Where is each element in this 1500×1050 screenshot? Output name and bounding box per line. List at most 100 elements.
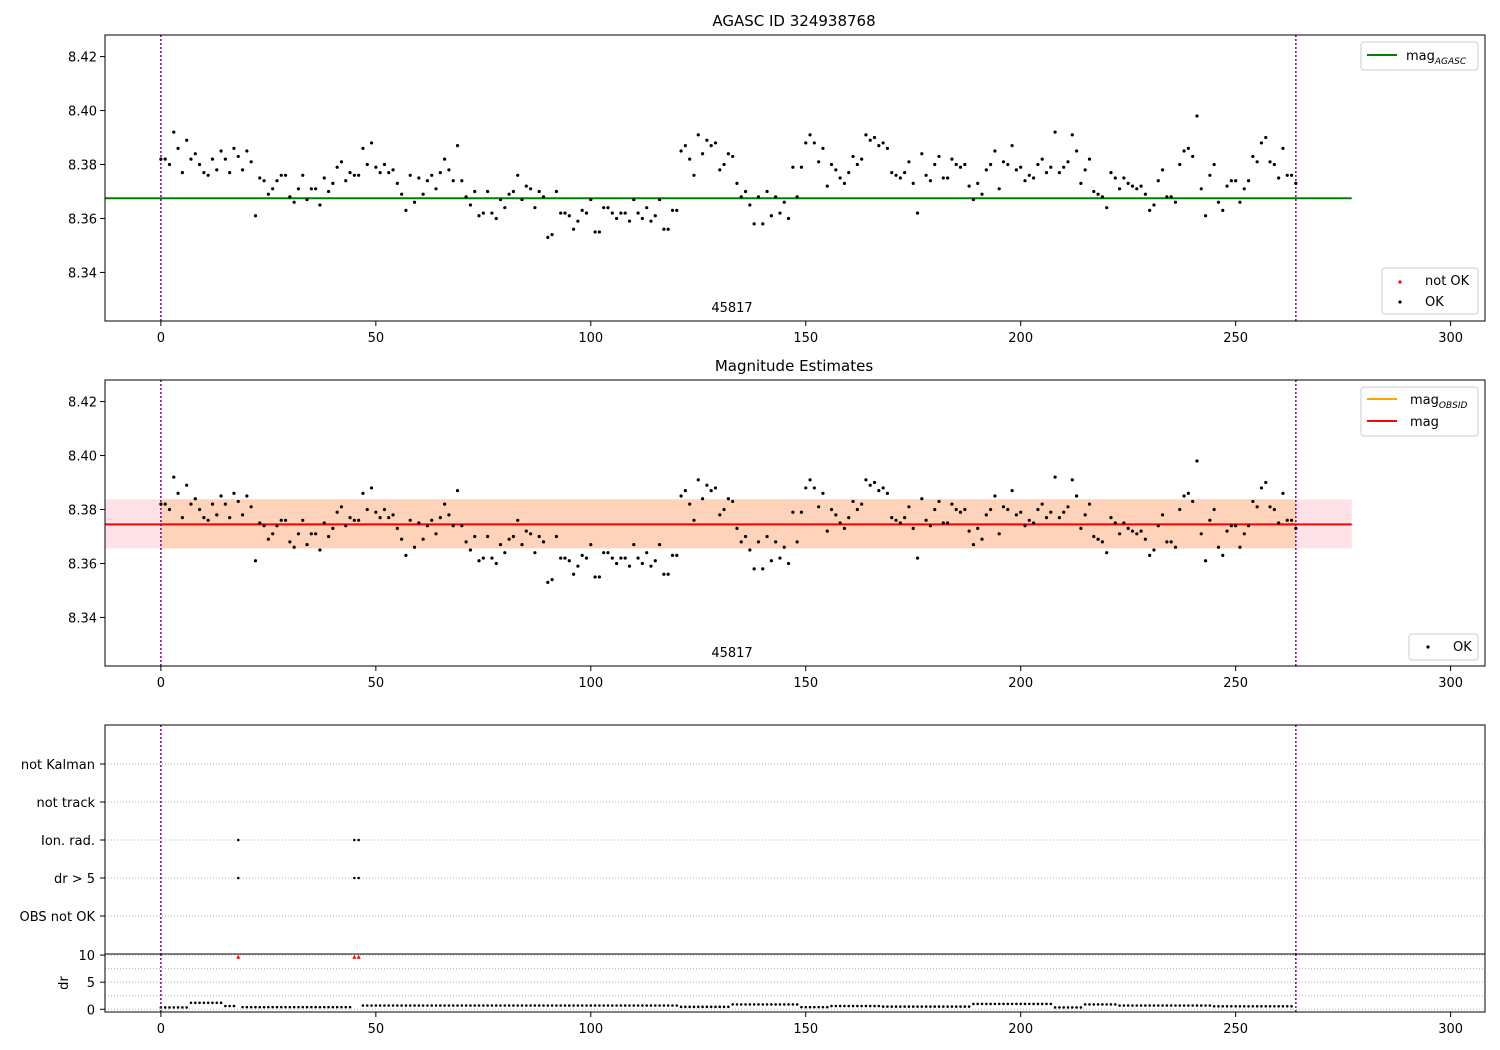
- data-point-ok: [868, 138, 872, 142]
- y-tick-label: 8.38: [68, 159, 97, 174]
- dr-point: [430, 1004, 434, 1007]
- data-point-ok: [786, 216, 791, 221]
- data-point-ok: [743, 534, 748, 539]
- data-point-ok: [400, 537, 404, 541]
- data-point-ok: [374, 510, 378, 514]
- data-point-ok: [722, 507, 726, 512]
- panel-4-frame: [104, 953, 1486, 1013]
- data-point-ok: [1010, 489, 1014, 493]
- data-point-ok: [774, 195, 778, 199]
- legend-frame: [1408, 633, 1479, 661]
- data-point-ok: [1083, 513, 1087, 517]
- data-point-ok: [451, 179, 455, 183]
- dr-point: [800, 1005, 803, 1009]
- dr-point: [993, 1002, 997, 1006]
- data-point-ok: [425, 179, 430, 183]
- data-point-ok: [666, 227, 670, 231]
- data-point-ok: [481, 556, 485, 560]
- dr-point: [297, 1005, 300, 1009]
- data-point-ok: [296, 532, 301, 536]
- panel-2-y-ticks: 8.34 8.36 8.38 8.40 8.42: [68, 396, 105, 626]
- panel-magnitude-estimates: Magnitude Estimates 8.34 8.36 8.38 8.40 8.42…: [68, 357, 1486, 691]
- dr-point: [1191, 1004, 1194, 1007]
- data-point-ok: [597, 575, 601, 579]
- panel-1-legend-lower: not OK OK: [1381, 267, 1479, 315]
- data-point-ok: [305, 542, 309, 547]
- dr-point: [245, 1005, 249, 1009]
- panel-2-obsid-label: 45817: [711, 646, 752, 661]
- dr-point: [258, 1005, 262, 1009]
- dr-point: [924, 1005, 928, 1008]
- dr-point: [396, 1004, 399, 1007]
- data-point-ok: [232, 491, 236, 495]
- data-point-ok: [864, 133, 868, 137]
- data-point-ok: [821, 146, 825, 150]
- dr-point: [1264, 1005, 1268, 1008]
- data-point-ok: [619, 211, 623, 215]
- data-point-ok: [834, 513, 838, 517]
- data-point-ok: [365, 162, 369, 167]
- dr-point: [1118, 1004, 1121, 1007]
- data-point-ok: [627, 219, 632, 223]
- dr-point: [890, 1005, 894, 1008]
- data-point-ok: [933, 162, 937, 167]
- dr-point: [567, 1004, 571, 1007]
- data-point-ok: [167, 162, 172, 167]
- data-point-ok: [369, 486, 374, 490]
- data-point-ok: [163, 157, 167, 161]
- data-point-ok: [1165, 195, 1169, 199]
- data-point-ok: [494, 561, 498, 566]
- data-point-ok: [1216, 200, 1221, 204]
- flag-point: [353, 876, 356, 880]
- data-point-ok: [541, 540, 546, 544]
- data-point-ok: [860, 157, 864, 161]
- data-point-ok: [739, 540, 743, 544]
- data-point-ok: [838, 176, 842, 180]
- data-point-ok: [1289, 173, 1294, 177]
- dr-point: [718, 1005, 722, 1009]
- dr-point: [176, 1006, 180, 1009]
- dr-point: [774, 1003, 777, 1006]
- dr-point: [899, 1005, 902, 1008]
- dr-point: [318, 1005, 322, 1009]
- category-label: dr > 5: [54, 872, 95, 887]
- data-point-ok: [1203, 214, 1208, 218]
- dr-over-5-marker: [236, 954, 241, 959]
- x-tick-label: 0: [157, 331, 165, 346]
- data-point-ok: [1109, 171, 1113, 175]
- dr-point: [937, 1005, 941, 1008]
- data-point-ok: [430, 518, 434, 522]
- data-point-ok: [1139, 529, 1143, 533]
- data-point-ok: [967, 184, 971, 188]
- legend-frame: [1381, 267, 1479, 315]
- data-point-ok: [1178, 507, 1182, 512]
- dr-point: [847, 1004, 851, 1008]
- x-tick-label: 100: [578, 676, 603, 691]
- y-tick-label: 10: [78, 949, 95, 964]
- dr-point: [585, 1004, 588, 1007]
- data-point-ok: [232, 146, 236, 150]
- data-point-ok: [963, 507, 967, 512]
- data-point-ok: [464, 540, 468, 544]
- data-point-ok: [726, 497, 730, 501]
- data-point-ok: [202, 171, 206, 175]
- data-point-ok: [627, 564, 632, 568]
- data-point-ok: [1126, 526, 1130, 530]
- dr-point: [645, 1004, 648, 1007]
- dr-point: [555, 1004, 558, 1007]
- dr-point: [1079, 1006, 1083, 1009]
- dr-point: [477, 1004, 481, 1007]
- dr-point: [198, 1001, 201, 1005]
- dr-point: [671, 1004, 674, 1007]
- panel-4-x-ticks: 0 50 100 150 200 250 300: [157, 1012, 1463, 1037]
- data-point-ok: [1225, 184, 1229, 188]
- data-point-ok: [262, 179, 266, 183]
- data-point-ok: [739, 195, 743, 199]
- dr-point: [275, 1005, 279, 1009]
- data-point-ok: [645, 206, 649, 210]
- data-point-ok: [219, 149, 223, 153]
- data-point-ok: [1036, 162, 1040, 167]
- dr-point: [1169, 1004, 1173, 1007]
- data-point-ok: [1122, 176, 1126, 180]
- panel-4-plot: [105, 954, 1485, 1012]
